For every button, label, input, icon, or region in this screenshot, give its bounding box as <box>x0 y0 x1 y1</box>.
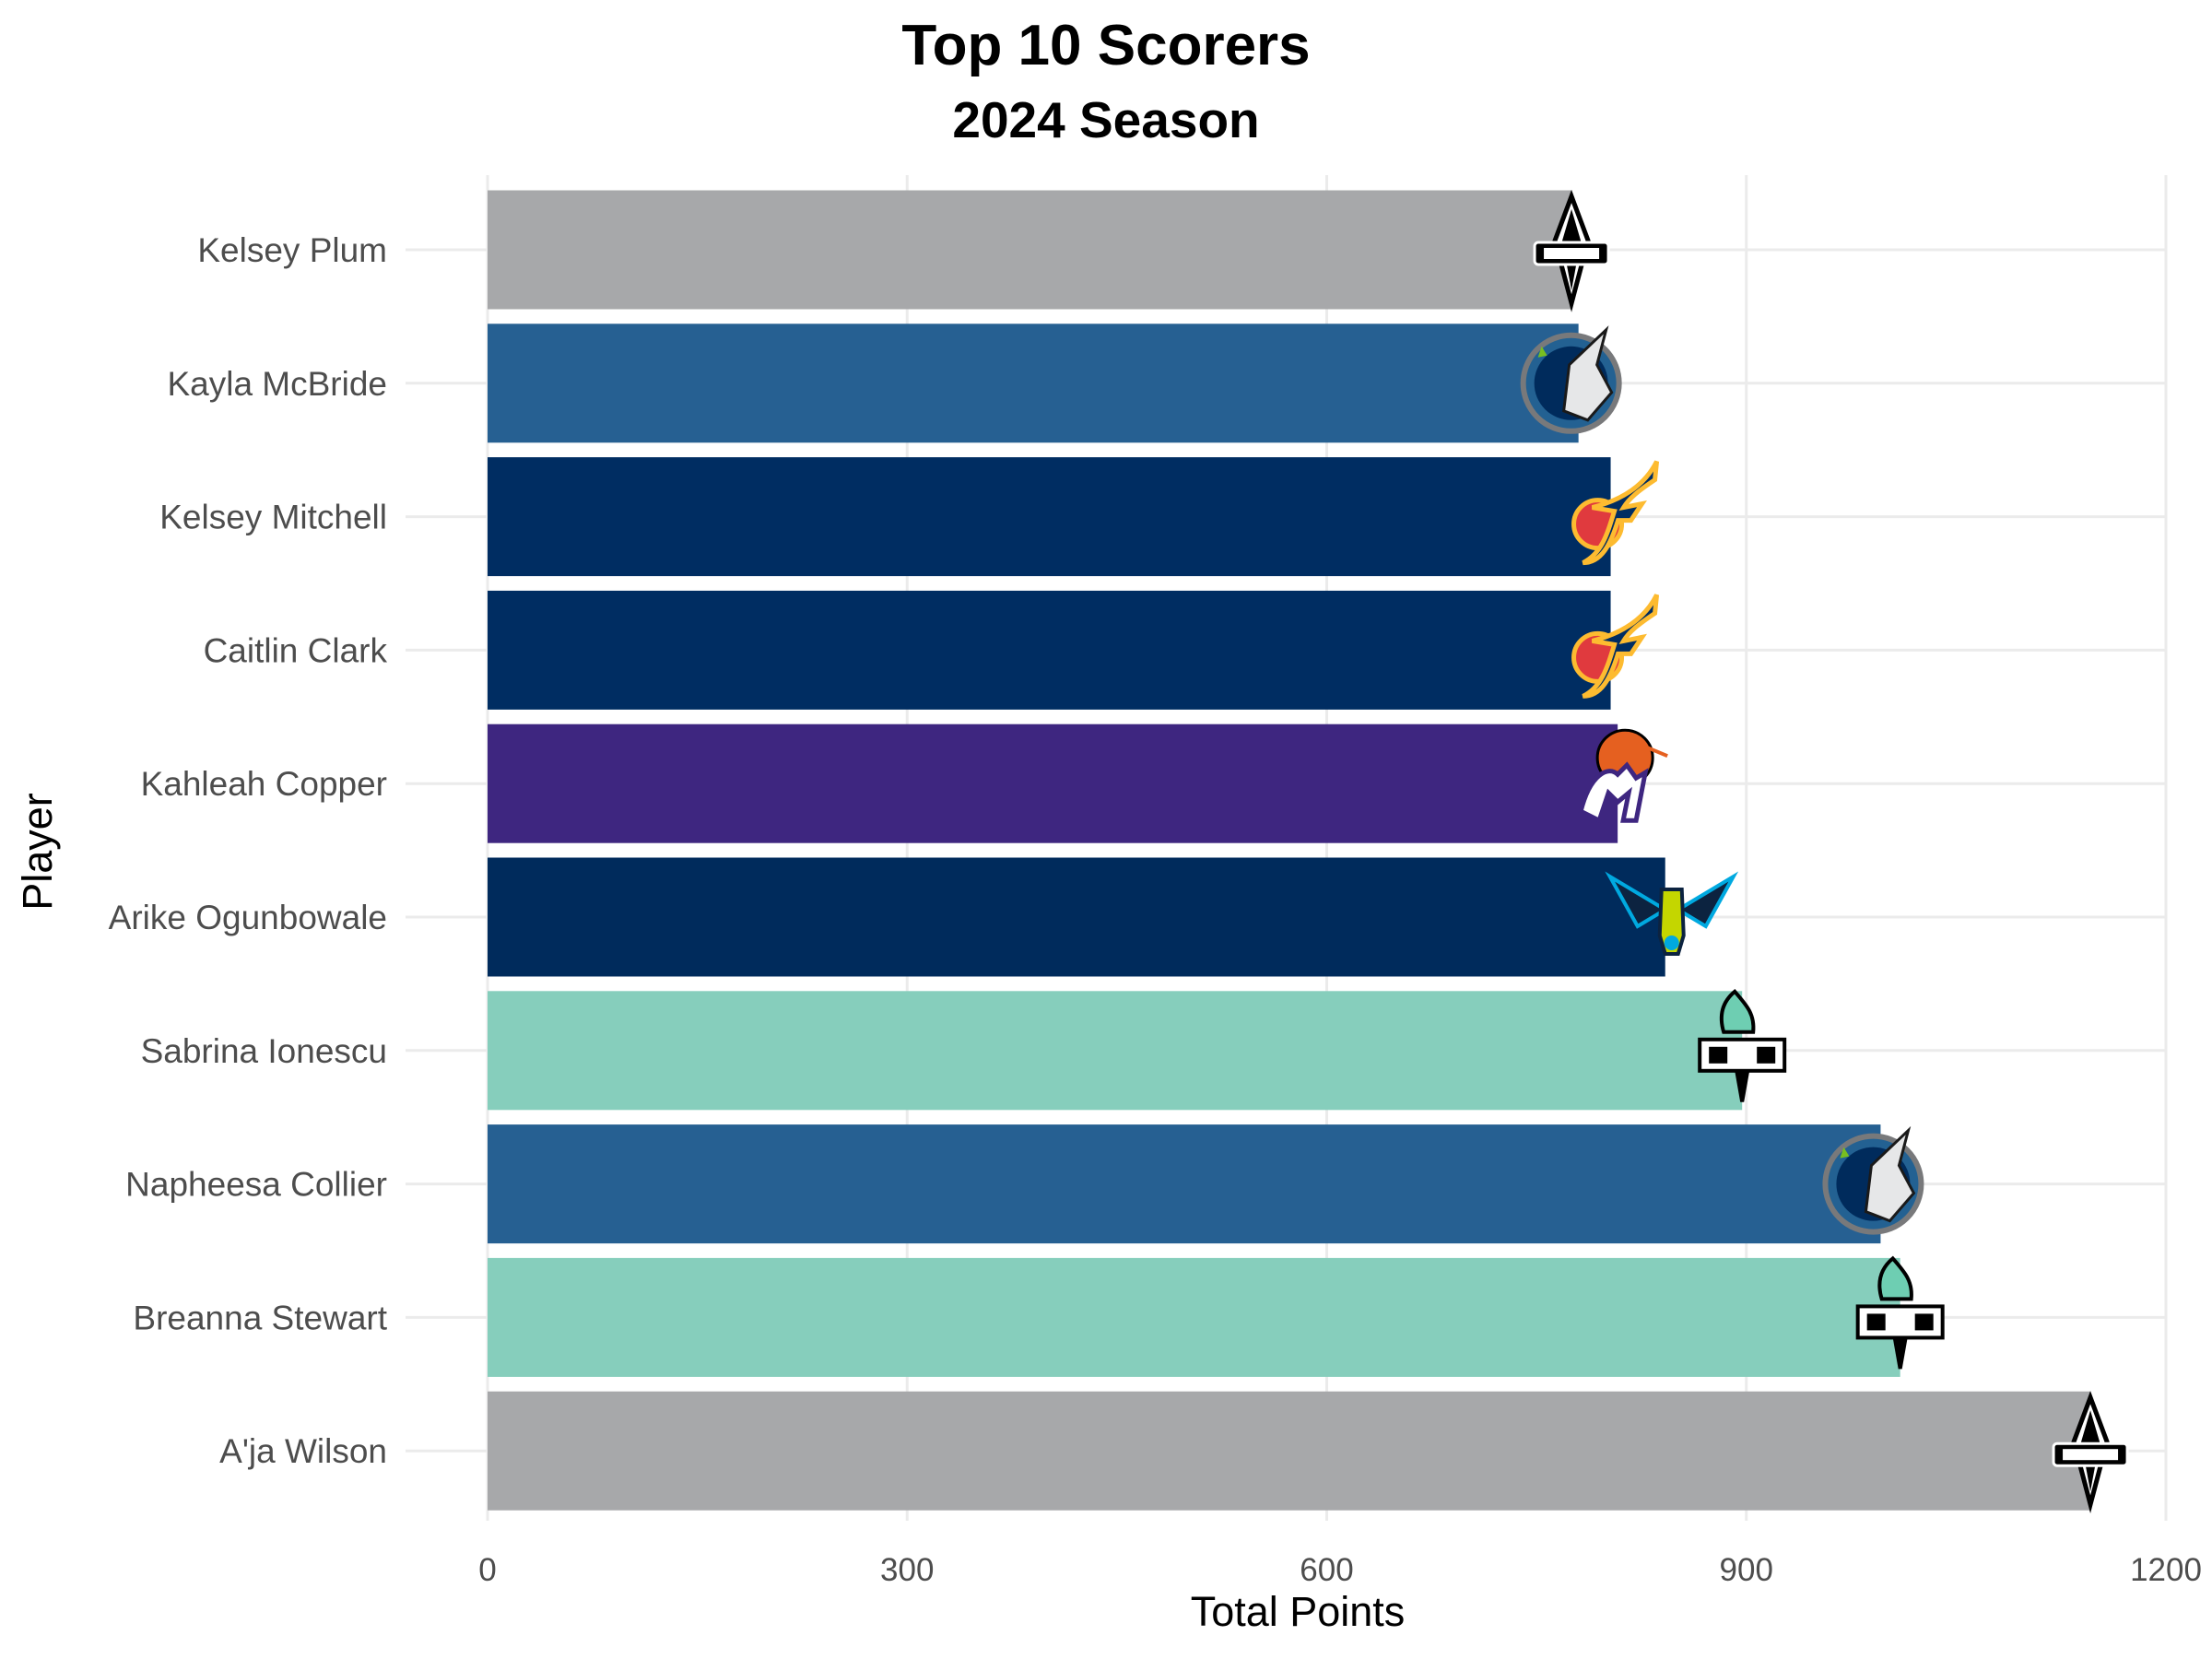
lynx-logo <box>1520 325 1622 434</box>
y-tick-label: Kahleah Copper <box>141 765 387 803</box>
chart-subtitle: 2024 Season <box>952 91 1260 148</box>
y-tick-labels: Kelsey Plum Kayla McBride Kelsey Mitchell C… <box>109 231 388 1470</box>
bar <box>488 190 1572 310</box>
bar <box>488 324 1579 443</box>
x-tick-label: 900 <box>1720 1552 1773 1588</box>
y-tick-label: Kayla McBride <box>167 365 387 403</box>
liberty-logo <box>1855 1255 1945 1370</box>
bar <box>488 590 1611 710</box>
lynx-logo <box>1822 1125 1924 1235</box>
bars <box>488 190 2091 1511</box>
y-tick-label: Arike Ogunbowale <box>109 899 387 936</box>
chart-title: Top 10 Scorers <box>901 14 1311 77</box>
aces-logo <box>1533 189 1610 312</box>
aces-logo <box>2052 1391 2129 1513</box>
liberty-logo <box>1698 989 1787 1102</box>
team-logos <box>1520 189 2129 1513</box>
y-tick-label: Napheesa Collier <box>125 1166 387 1204</box>
y-tick-label: A'ja Wilson <box>219 1432 387 1470</box>
x-tick-label: 600 <box>1300 1552 1353 1588</box>
fever-logo <box>1571 460 1660 566</box>
x-tick-label: 0 <box>478 1552 496 1588</box>
y-tick-label: Sabrina Ionescu <box>141 1032 387 1070</box>
x-tick-label: 1200 <box>2130 1552 2202 1588</box>
fever-logo <box>1571 594 1660 699</box>
wings-logo <box>1605 871 1739 956</box>
y-tick-label: Kelsey Plum <box>197 231 387 269</box>
bar <box>488 457 1611 577</box>
bar <box>488 1124 1881 1244</box>
y-tick-label: Caitlin Clark <box>204 631 388 669</box>
y-tick-label: Kelsey Mitchell <box>159 499 387 536</box>
y-tick-label: Breanna Stewart <box>133 1299 387 1336</box>
x-tick-label: 300 <box>880 1552 934 1588</box>
bar <box>488 1391 2091 1511</box>
x-axis-title: Total Points <box>1191 1588 1406 1635</box>
bar <box>488 724 1618 843</box>
y-axis-title: Player <box>14 793 61 911</box>
bar <box>488 1257 1900 1377</box>
mercury-logo <box>1578 728 1668 824</box>
x-tick-labels: 0 300 600 900 1200 <box>478 1552 2202 1588</box>
bar <box>488 857 1665 977</box>
bar <box>488 991 1743 1111</box>
